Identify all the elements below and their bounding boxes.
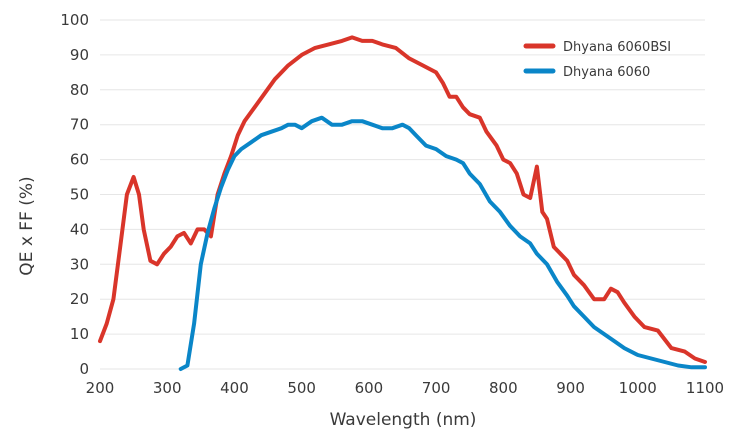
x-tick-label: 200	[86, 379, 115, 397]
y-tick-label: 90	[70, 46, 89, 64]
legend: Dhyana 6060BSI Dhyana 6060	[523, 40, 671, 80]
gridlines	[100, 19, 705, 370]
x-tick-label: 900	[556, 379, 585, 397]
series-line-dhyana-6060	[178, 115, 707, 371]
legend-label-dhyana-6060: Dhyana 6060	[563, 65, 650, 80]
series-line-dhyana-6060bsi	[98, 35, 707, 364]
x-tick-label: 400	[220, 379, 249, 397]
x-tick-label: 1100	[686, 379, 724, 397]
y-axis-ticks: 0 10 20 30 40 50 60 70 80 90 100	[60, 11, 89, 378]
x-tick-label: 800	[489, 379, 518, 397]
x-tick-label: 600	[355, 379, 384, 397]
y-tick-label: 20	[70, 290, 89, 308]
y-tick-label: 100	[60, 11, 89, 29]
x-axis-ticks: 200 300 400 500 600 700 800 900 1000 1100	[86, 379, 724, 397]
x-tick-label: 700	[422, 379, 451, 397]
y-tick-label: 40	[70, 220, 89, 238]
y-tick-label: 80	[70, 81, 89, 99]
y-tick-label: 60	[70, 151, 89, 169]
y-tick-label: 10	[70, 325, 89, 343]
x-axis-title: Wavelength (nm)	[330, 410, 477, 430]
y-tick-label: 50	[70, 186, 89, 204]
y-tick-label: 30	[70, 255, 89, 273]
legend-label-dhyana-6060bsi: Dhyana 6060BSI	[563, 40, 671, 55]
series-layer	[98, 35, 707, 371]
y-axis-title: QE x FF (%)	[17, 176, 37, 275]
y-tick-label: 0	[79, 360, 89, 378]
y-tick-label: 70	[70, 116, 89, 134]
x-tick-label: 1000	[619, 379, 657, 397]
x-tick-label: 300	[153, 379, 182, 397]
x-tick-label: 500	[287, 379, 316, 397]
